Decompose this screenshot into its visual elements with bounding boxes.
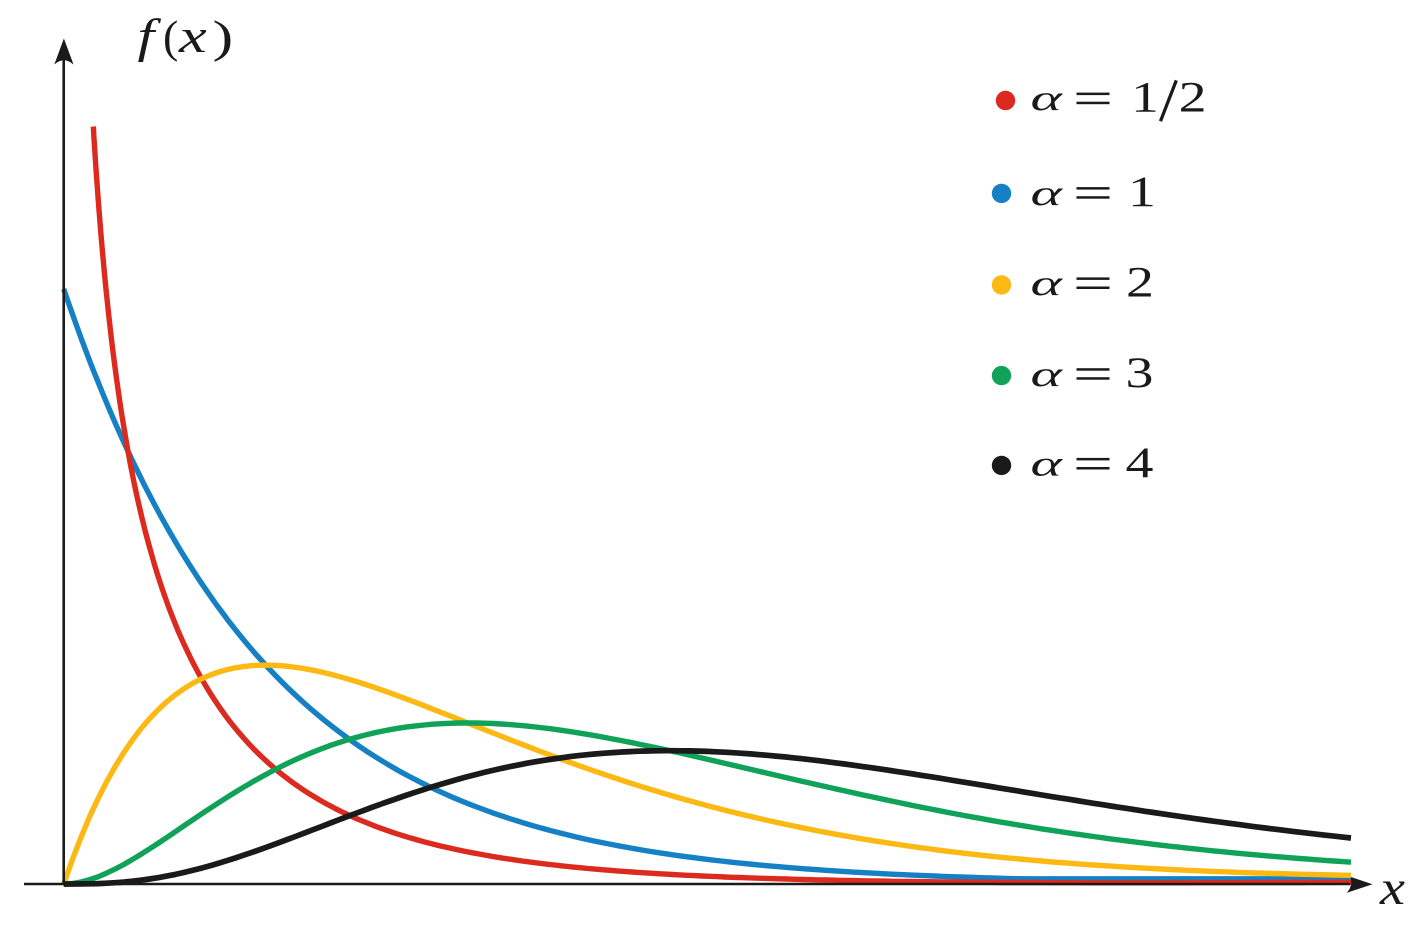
svg-text:α: α xyxy=(1031,354,1064,394)
svg-text:α: α xyxy=(1031,173,1064,213)
svg-text:1: 1 xyxy=(1128,168,1156,215)
svg-text:α: α xyxy=(1031,443,1064,483)
svg-text:α: α xyxy=(1031,263,1064,303)
svg-text:3: 3 xyxy=(1126,349,1154,396)
svg-text:): ) xyxy=(213,11,234,62)
svg-text:2: 2 xyxy=(1179,73,1207,120)
svg-text:x: x xyxy=(1379,861,1406,915)
svg-text:x: x xyxy=(178,10,207,63)
svg-text:(: ( xyxy=(163,11,178,62)
svg-text:α: α xyxy=(1031,78,1064,118)
svg-text:4: 4 xyxy=(1126,439,1154,486)
svg-text:2: 2 xyxy=(1126,258,1154,305)
svg-text:1: 1 xyxy=(1131,73,1159,120)
